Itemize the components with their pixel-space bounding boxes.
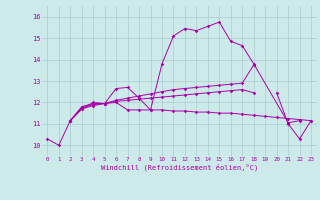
X-axis label: Windchill (Refroidissement éolien,°C): Windchill (Refroidissement éolien,°C) [100,164,258,171]
